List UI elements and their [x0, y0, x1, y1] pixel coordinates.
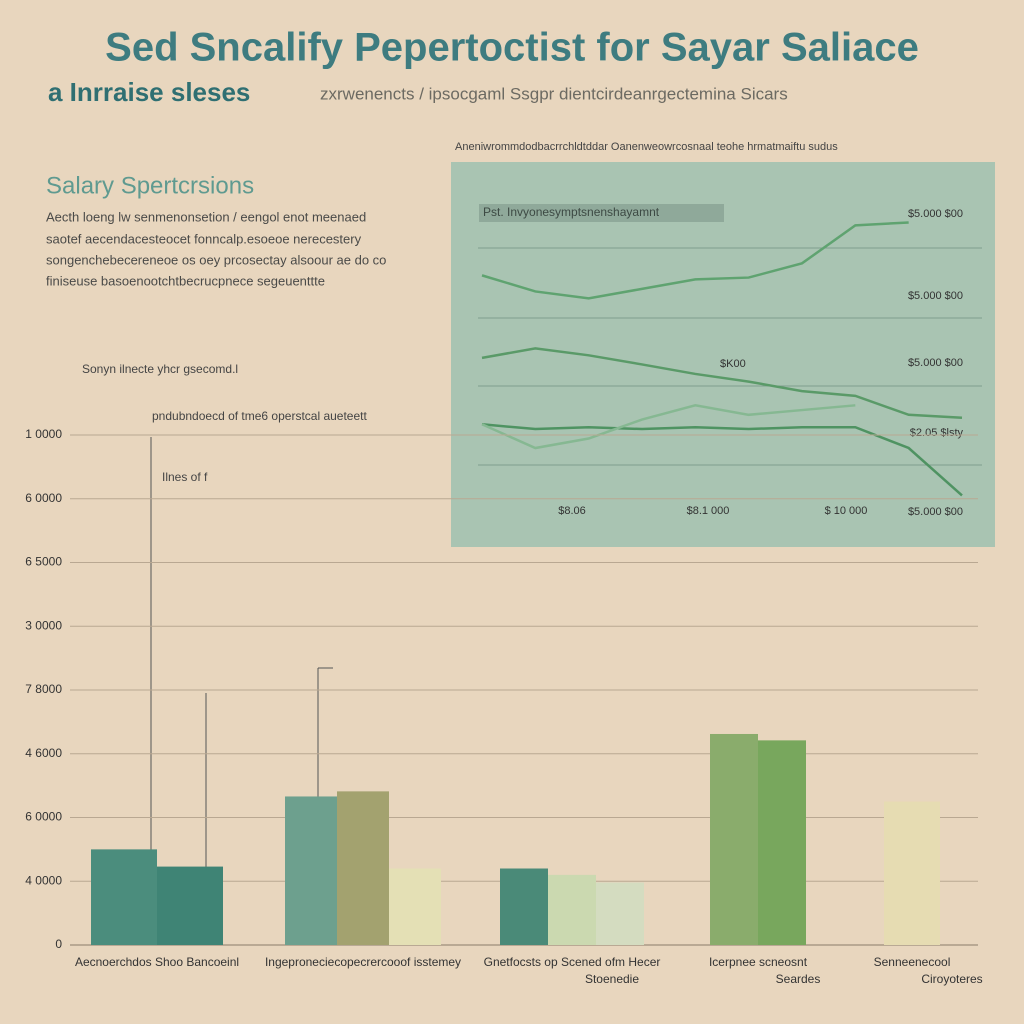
x-tick-label: Aecnoerchdos Shoo Bancoeinl: [75, 955, 239, 969]
x-tick-label: Gnetfocsts op Scened ofm Hecer: [484, 955, 661, 969]
bar: [548, 874, 596, 945]
page-title: Sed Sncalify Pepertoctist for Sayar Sali…: [105, 26, 919, 70]
bar: [884, 801, 940, 945]
line-panel: [451, 162, 995, 547]
bar: [389, 868, 441, 945]
bar: [285, 796, 337, 945]
annotation: Ilnes of f: [162, 470, 208, 484]
y-tick-label: 6 0000: [25, 810, 62, 824]
x-tick-sublabel: Seardes: [776, 972, 821, 986]
bar: [596, 882, 644, 945]
bottom-label: $8.06: [558, 505, 586, 517]
y-tick-label: 6 5000: [25, 555, 62, 569]
y-tick-label: 6 0000: [25, 491, 62, 505]
section-line: Aecth loeng lw senmenonsetion / eengol e…: [46, 209, 366, 224]
section-line: songenchebecereneoe os oey prcosectay al…: [46, 252, 386, 267]
x-tick-sublabel: Stoenedie: [585, 972, 639, 986]
line-series: [481, 347, 963, 419]
bar: [758, 740, 806, 945]
chart-subtitle: pndubndoecd of tme6 operstcal aueteett: [152, 409, 367, 423]
x-tick-label: Senneenecool: [874, 955, 951, 969]
chart-title: Aneniwrommdodbacrrchldtddar Oanenweowrco…: [455, 141, 838, 153]
bottom-label: $8.1 000: [687, 505, 730, 517]
x-tick-label: Icerpnee scneosnt: [709, 955, 808, 969]
x-tick-label: Ingeproneciecopecrercooof isstemey: [265, 955, 461, 969]
section-line: saotef aecendacesteocet fonncalp.esoeoe …: [46, 231, 362, 246]
y-tick-label: 4 6000: [25, 746, 62, 760]
chart-title: Sonyn ilnecte yhcr gsecomd.l: [82, 362, 238, 376]
line-series: [481, 221, 909, 300]
line-series: [481, 423, 963, 497]
y-tick-label: 3 0000: [25, 618, 62, 632]
y-tick-label: 7 8000: [25, 682, 62, 696]
bar: [157, 866, 223, 945]
right-label: $2.05 $lsty: [910, 427, 964, 439]
line-series: [481, 404, 856, 450]
x-tick-sublabel: Ciroyoteres: [921, 972, 982, 986]
y-tick-label: 4 0000: [25, 873, 62, 887]
bar: [710, 733, 758, 945]
chart-subtitle: Pst. Invyonesymptsnenshayamnt: [483, 205, 660, 219]
page-tagline: zxrwenencts / ipsocgaml Ssgpr dientcirde…: [320, 84, 788, 103]
y-tick-label: 0: [55, 937, 62, 951]
right-label: $5.000 $00: [908, 506, 963, 518]
y-tick-label: 1 0000: [25, 427, 62, 441]
section-line: finiseuse basoenootchtbecrucpnece segeue…: [46, 273, 325, 288]
right-label: $5.000 $00: [908, 290, 963, 302]
panel-banner: [479, 204, 724, 222]
bar: [91, 849, 157, 945]
bottom-label: $ 10 000: [825, 505, 868, 517]
right-label: $5.000 $00: [908, 357, 963, 369]
page-subtitle: a Inrraise sleses: [48, 77, 250, 107]
inline-label: $K00: [720, 358, 746, 370]
bar: [500, 868, 548, 945]
right-label: $5.000 $00: [908, 208, 963, 220]
bar: [337, 791, 389, 945]
section-heading: Salary Spertcrsions: [46, 172, 254, 199]
